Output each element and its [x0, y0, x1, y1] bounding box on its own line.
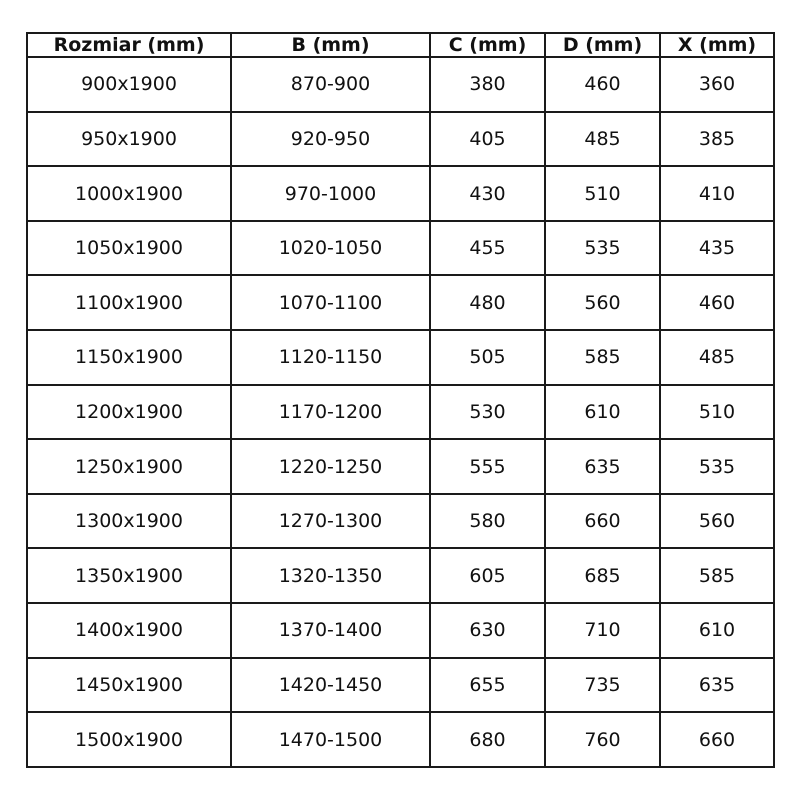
- cell-x: 360: [659, 56, 775, 113]
- cell-x: 610: [659, 602, 775, 659]
- cell-x: 385: [659, 110, 775, 168]
- cell-b: 1020-1050: [230, 219, 431, 277]
- cell-x: 535: [659, 438, 775, 495]
- table-header: Rozmiar (mm) B (mm) C (mm) D (mm) X (mm): [26, 32, 775, 58]
- cell-b: 920-950: [230, 110, 431, 168]
- table-row: 1350x1900 1320-1350 605 685 585: [26, 547, 775, 605]
- table-row: 1500x1900 1470-1500 680 760 660: [26, 711, 775, 768]
- cell-c: 505: [429, 329, 546, 386]
- cell-c: 380: [429, 56, 546, 113]
- cell-d: 535: [544, 219, 661, 277]
- table-row: 1450x1900 1420-1450 655 735 635: [26, 656, 775, 714]
- cell-c: 630: [429, 602, 546, 659]
- cell-d: 460: [544, 56, 661, 113]
- cell-rozmiar: 1000x1900: [26, 165, 232, 222]
- cell-x: 410: [659, 165, 775, 222]
- cell-x: 635: [659, 656, 775, 714]
- table-row: 1050x1900 1020-1050 455 535 435: [26, 219, 775, 277]
- table-row: 1100x1900 1070-1100 480 560 460: [26, 274, 775, 332]
- cell-rozmiar: 1200x1900: [26, 383, 232, 441]
- table-row: 950x1900 920-950 405 485 385: [26, 110, 775, 168]
- cell-c: 555: [429, 438, 546, 495]
- cell-d: 735: [544, 656, 661, 714]
- table-row: 1150x1900 1120-1150 505 585 485: [26, 329, 775, 386]
- cell-b: 1120-1150: [230, 329, 431, 386]
- cell-x: 510: [659, 383, 775, 441]
- table-body: 900x1900 870-900 380 460 360 950x1900 920-950 4…: [26, 56, 775, 768]
- cell-rozmiar: 1250x1900: [26, 438, 232, 495]
- cell-x: 485: [659, 329, 775, 386]
- cell-b: 1070-1100: [230, 274, 431, 332]
- cell-x: 560: [659, 492, 775, 550]
- cell-b: 1370-1400: [230, 602, 431, 659]
- header-x: X (mm): [659, 32, 775, 58]
- cell-rozmiar: 1500x1900: [26, 711, 232, 768]
- cell-b: 1420-1450: [230, 656, 431, 714]
- header-c: C (mm): [429, 32, 546, 58]
- header-rozmiar: Rozmiar (mm): [26, 32, 232, 58]
- cell-d: 485: [544, 110, 661, 168]
- table-row: 1400x1900 1370-1400 630 710 610: [26, 602, 775, 659]
- table-row: 1250x1900 1220-1250 555 635 535: [26, 438, 775, 495]
- cell-rozmiar: 1100x1900: [26, 274, 232, 332]
- cell-rozmiar: 1150x1900: [26, 329, 232, 386]
- cell-c: 680: [429, 711, 546, 768]
- cell-rozmiar: 1400x1900: [26, 602, 232, 659]
- cell-b: 1270-1300: [230, 492, 431, 550]
- cell-c: 455: [429, 219, 546, 277]
- cell-d: 660: [544, 492, 661, 550]
- cell-b: 970-1000: [230, 165, 431, 222]
- cell-c: 655: [429, 656, 546, 714]
- cell-d: 560: [544, 274, 661, 332]
- cell-d: 585: [544, 329, 661, 386]
- cell-c: 605: [429, 547, 546, 605]
- header-b: B (mm): [230, 32, 431, 58]
- cell-x: 435: [659, 219, 775, 277]
- cell-d: 685: [544, 547, 661, 605]
- cell-c: 430: [429, 165, 546, 222]
- cell-b: 1470-1500: [230, 711, 431, 768]
- cell-d: 710: [544, 602, 661, 659]
- cell-b: 1220-1250: [230, 438, 431, 495]
- cell-d: 610: [544, 383, 661, 441]
- table-row: 1300x1900 1270-1300 580 660 560: [26, 492, 775, 550]
- cell-c: 530: [429, 383, 546, 441]
- cell-rozmiar: 1350x1900: [26, 547, 232, 605]
- cell-c: 405: [429, 110, 546, 168]
- cell-c: 580: [429, 492, 546, 550]
- cell-d: 760: [544, 711, 661, 768]
- table-row: 900x1900 870-900 380 460 360: [26, 56, 775, 113]
- cell-rozmiar: 900x1900: [26, 56, 232, 113]
- dimensions-table: Rozmiar (mm) B (mm) C (mm) D (mm) X (mm)…: [26, 32, 775, 768]
- cell-d: 510: [544, 165, 661, 222]
- cell-c: 480: [429, 274, 546, 332]
- cell-x: 585: [659, 547, 775, 605]
- table-row: 1200x1900 1170-1200 530 610 510: [26, 383, 775, 441]
- cell-rozmiar: 1450x1900: [26, 656, 232, 714]
- cell-x: 660: [659, 711, 775, 768]
- header-d: D (mm): [544, 32, 661, 58]
- table-row: 1000x1900 970-1000 430 510 410: [26, 165, 775, 222]
- cell-d: 635: [544, 438, 661, 495]
- cell-rozmiar: 950x1900: [26, 110, 232, 168]
- cell-x: 460: [659, 274, 775, 332]
- cell-b: 1170-1200: [230, 383, 431, 441]
- cell-b: 1320-1350: [230, 547, 431, 605]
- cell-rozmiar: 1050x1900: [26, 219, 232, 277]
- cell-rozmiar: 1300x1900: [26, 492, 232, 550]
- cell-b: 870-900: [230, 56, 431, 113]
- header-row: Rozmiar (mm) B (mm) C (mm) D (mm) X (mm): [26, 32, 775, 58]
